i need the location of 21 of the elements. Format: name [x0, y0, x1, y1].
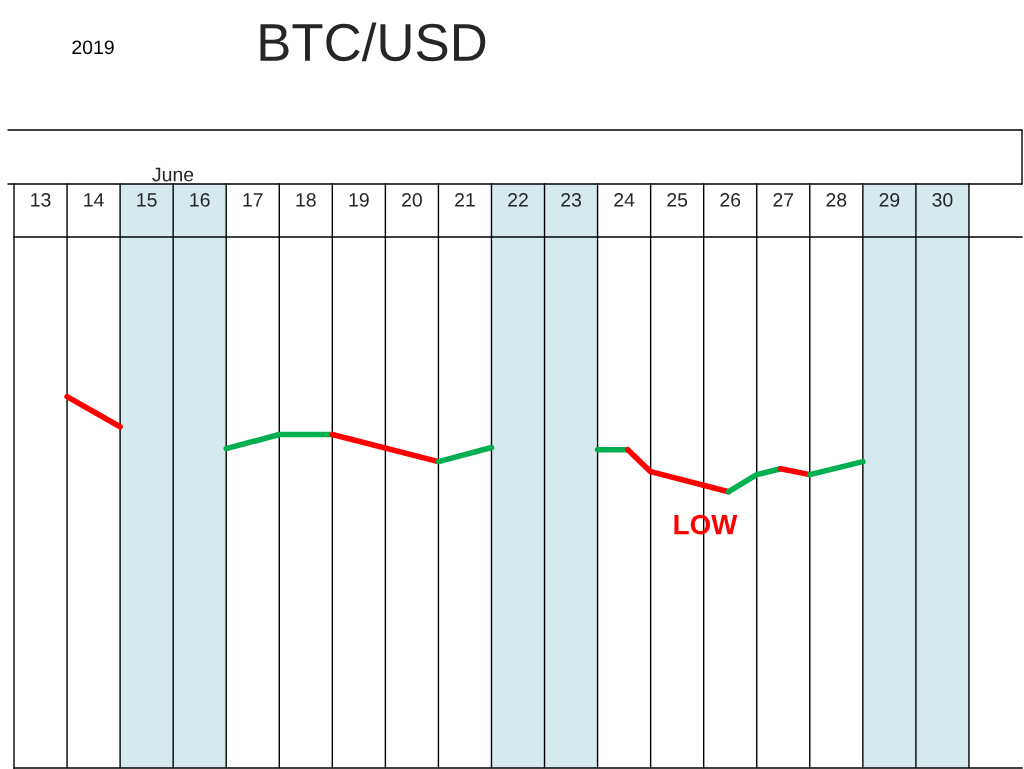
x-tick-label: 21	[455, 193, 475, 207]
x-tick-label: 23	[561, 193, 582, 207]
x-tick-label: 29	[879, 193, 900, 207]
x-tick-label: 14	[84, 193, 104, 207]
x-tick-label: 22	[508, 193, 528, 207]
x-tick-label: 26	[720, 193, 741, 207]
x-tick-label: 18	[296, 193, 316, 207]
text: 2019	[72, 40, 114, 55]
x-tick-label: 17	[243, 193, 263, 207]
x-tick-label: 27	[773, 193, 794, 207]
x-tick-label: 24	[614, 193, 635, 207]
x-tick-label: 15	[137, 193, 157, 207]
x-axis-title: June	[152, 167, 194, 182]
x-tick-label: 13	[31, 193, 51, 207]
chart-title: BTC/USD	[260, 22, 486, 62]
x-tick-label: 28	[826, 193, 847, 207]
x-tick-label: 19	[349, 193, 369, 207]
x-tick-label: 25	[667, 193, 688, 207]
x-tick-label: 16	[190, 193, 210, 207]
x-tick-label: 30	[932, 193, 953, 207]
x-tick-label: 20	[402, 193, 422, 207]
